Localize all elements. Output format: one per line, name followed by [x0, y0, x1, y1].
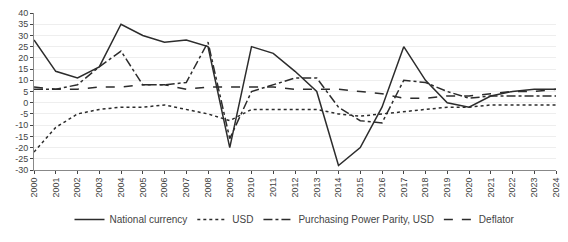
svg-text:15: 15 [18, 64, 28, 74]
svg-text:Deflator: Deflator [479, 214, 515, 225]
svg-text:2008: 2008 [203, 178, 213, 198]
svg-text:2018: 2018 [420, 178, 430, 198]
svg-text:2003: 2003 [94, 178, 104, 198]
svg-text:30: 30 [18, 31, 28, 41]
svg-text:2016: 2016 [377, 178, 387, 198]
svg-text:2011: 2011 [268, 178, 278, 197]
svg-text:2004: 2004 [116, 178, 126, 198]
svg-text:2023: 2023 [529, 178, 539, 198]
svg-text:20: 20 [18, 53, 28, 63]
svg-text:2024: 2024 [551, 178, 561, 198]
svg-text:Purchasing Power Parity, USD: Purchasing Power Parity, USD [298, 214, 433, 225]
svg-text:2014: 2014 [333, 178, 343, 198]
svg-text:-30: -30 [15, 165, 28, 175]
svg-text:35: 35 [18, 19, 28, 29]
svg-text:2020: 2020 [464, 178, 474, 198]
svg-text:2019: 2019 [442, 178, 452, 198]
svg-text:-20: -20 [15, 143, 28, 153]
svg-text:2006: 2006 [159, 178, 169, 198]
svg-text:2001: 2001 [51, 178, 61, 198]
svg-text:2007: 2007 [181, 178, 191, 198]
svg-text:-25: -25 [15, 154, 28, 164]
svg-text:-10: -10 [15, 120, 28, 130]
svg-text:2002: 2002 [72, 178, 82, 198]
svg-text:2000: 2000 [29, 178, 39, 198]
svg-text:40: 40 [18, 8, 28, 18]
svg-text:National currency: National currency [110, 214, 188, 225]
svg-text:2010: 2010 [246, 178, 256, 198]
svg-text:2022: 2022 [507, 178, 517, 198]
svg-text:-5: -5 [20, 109, 28, 119]
svg-text:2017: 2017 [399, 178, 409, 198]
svg-text:USD: USD [232, 214, 253, 225]
svg-text:2005: 2005 [138, 178, 148, 198]
svg-text:2012: 2012 [290, 178, 300, 198]
svg-text:2009: 2009 [225, 178, 235, 198]
svg-text:10: 10 [18, 75, 28, 85]
svg-text:25: 25 [18, 42, 28, 52]
svg-text:-15: -15 [15, 132, 28, 142]
svg-text:0: 0 [23, 98, 28, 108]
svg-text:5: 5 [23, 87, 28, 97]
svg-text:2013: 2013 [312, 178, 322, 198]
svg-text:2015: 2015 [355, 178, 365, 198]
svg-text:2021: 2021 [486, 178, 496, 198]
